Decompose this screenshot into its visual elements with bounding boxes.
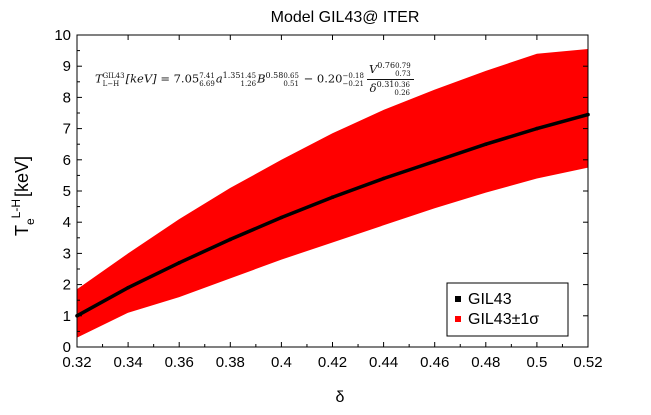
svg-text:TeL-H[keV]: TeL-H [keV]	[9, 156, 37, 236]
data-point-gil43-4	[279, 215, 284, 220]
legend-label-gil43-band: GIL43±1σ	[468, 311, 539, 328]
legend-label-gil43: GIL43	[468, 291, 512, 308]
plot-area	[75, 49, 590, 338]
data-point-gil43-6	[381, 176, 386, 181]
y-tick-label-9: 9	[63, 58, 71, 75]
legend-box	[446, 282, 569, 337]
y-tick-label-2: 2	[63, 277, 71, 294]
y-tick-label-7: 7	[63, 121, 71, 138]
axes: 0.32 0.34 0.36 0.38 0.4 0.42 0.44 0.46 0.48 0.5 0.…	[54, 27, 602, 371]
x-tick-label-0.32: 0.32	[62, 354, 91, 371]
legend: GIL43 GIL43±1σ	[446, 282, 569, 337]
y-tick-label-5: 5	[63, 183, 71, 200]
y-tick-label-10: 10	[54, 27, 71, 44]
x-tick-label-0.52: 0.52	[573, 354, 602, 371]
y-axis-label-sup: L-H	[9, 199, 23, 218]
y-axis-label: TeL-H [keV]	[9, 156, 37, 236]
y-axis-label-unit: [keV]	[12, 156, 32, 197]
x-tick-label-0.5: 0.5	[526, 354, 547, 371]
chart-title: Model GIL43@ ITER	[271, 9, 420, 26]
y-tick-label-6: 6	[63, 152, 71, 169]
formula-annotation: T GIL43 L−H [keV] = 7.05 7.41 6.69 a1.35 1.45 1.…	[95, 61, 414, 97]
x-tick-label-0.36: 0.36	[165, 354, 194, 371]
legend-swatch-gil43	[455, 296, 461, 302]
y-tick-label-3: 3	[63, 245, 71, 262]
x-tick-label-0.34: 0.34	[113, 354, 142, 371]
y-tick-label-0: 0	[63, 339, 71, 356]
x-tick-label-0.4: 0.4	[271, 354, 292, 371]
y-axis-label-sub: e	[23, 218, 37, 225]
data-point-gil43-5	[330, 195, 335, 199]
x-tick-label-0.38: 0.38	[216, 354, 245, 371]
data-point-gil43-2	[177, 261, 181, 265]
data-point-gil43-3	[228, 237, 233, 242]
x-tick-label-0.42: 0.42	[318, 354, 347, 371]
x-tick-label-0.48: 0.48	[471, 354, 500, 371]
x-axis-label: δ	[336, 389, 345, 406]
data-point-gil43-8	[484, 142, 488, 146]
data-point-gil43-7	[432, 159, 437, 164]
y-tick-label-1: 1	[63, 308, 71, 325]
x-tick-label-0.44: 0.44	[369, 354, 398, 371]
y-axis-label-main: T	[12, 225, 32, 236]
series-band-gil43-sigma	[77, 49, 588, 338]
data-point-gil43-1	[126, 285, 130, 290]
data-point-gil43-9	[535, 126, 539, 131]
legend-swatch-gil43-band	[455, 316, 461, 322]
x-tick-label-0.46: 0.46	[420, 354, 449, 371]
y-tick-label-8: 8	[63, 89, 71, 106]
y-tick-label-4: 4	[63, 214, 71, 231]
